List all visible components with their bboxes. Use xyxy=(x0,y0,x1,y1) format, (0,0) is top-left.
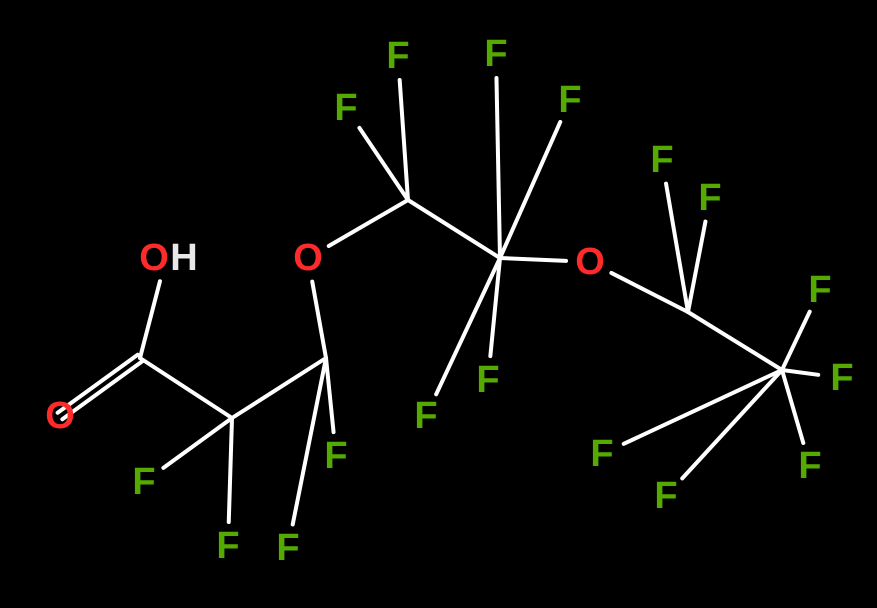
atom-F: F xyxy=(558,79,581,121)
atom-F: F xyxy=(324,435,347,477)
atom-F: F xyxy=(276,527,299,569)
bond xyxy=(400,80,408,200)
atom-O: O xyxy=(293,237,323,279)
atom-F: F xyxy=(830,357,853,399)
bond xyxy=(500,258,566,261)
atom-F: F xyxy=(798,445,821,487)
bond xyxy=(312,282,326,358)
atom-F: F xyxy=(132,461,155,503)
bond xyxy=(611,273,688,312)
bond xyxy=(782,370,803,443)
bond xyxy=(140,358,232,418)
molecule-diagram: OOHFFFFOFFFFOFFFFFFFFF xyxy=(0,0,877,608)
atom-F: F xyxy=(654,475,677,517)
atom-F: F xyxy=(698,177,721,219)
bond xyxy=(782,312,810,370)
bonds-layer xyxy=(58,78,819,524)
atom-H: H xyxy=(170,237,197,279)
bond xyxy=(326,358,334,432)
bond xyxy=(359,128,408,200)
bond xyxy=(688,222,705,312)
atom-F: F xyxy=(414,395,437,437)
bond xyxy=(782,370,818,375)
atom-F: F xyxy=(334,87,357,129)
bond xyxy=(229,418,232,522)
atom-O: O xyxy=(45,395,75,437)
bond xyxy=(496,78,500,258)
bond xyxy=(500,122,560,258)
atom-F: F xyxy=(216,525,239,567)
bond xyxy=(624,370,782,444)
atom-F: F xyxy=(590,433,613,475)
bond xyxy=(666,184,688,312)
bond xyxy=(140,281,160,358)
bond xyxy=(329,200,408,246)
atom-F: F xyxy=(650,139,673,181)
atom-F: F xyxy=(808,269,831,311)
bond xyxy=(163,418,232,468)
bond xyxy=(232,358,326,418)
atom-O: O xyxy=(575,241,605,283)
atom-O: O xyxy=(139,237,169,279)
atoms-layer: OOHFFFFOFFFFOFFFFFFFFF xyxy=(45,33,853,569)
bond xyxy=(408,200,500,258)
atom-F: F xyxy=(484,33,507,75)
atom-F: F xyxy=(386,35,409,77)
bond xyxy=(688,312,782,370)
atom-F: F xyxy=(476,359,499,401)
bond xyxy=(293,358,326,524)
bond xyxy=(682,370,782,478)
